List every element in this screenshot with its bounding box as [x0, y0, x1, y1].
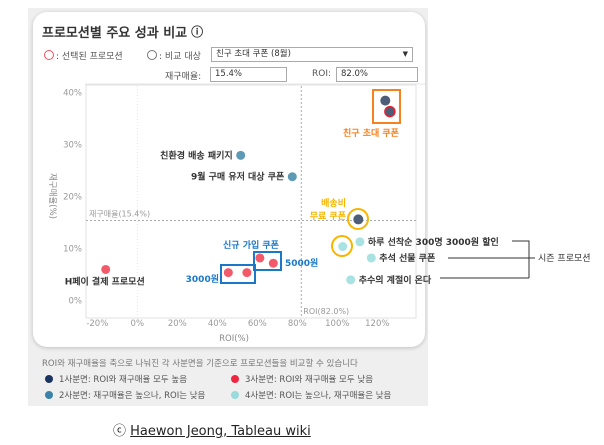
- q3-dot-icon: [231, 375, 239, 383]
- plot-frame: [85, 84, 417, 319]
- coupon-3000-label: 3000원: [186, 273, 219, 285]
- season-promo-label: 시즌 프로모션: [538, 253, 591, 264]
- y-tick-label: 40%: [63, 88, 82, 98]
- compare-legend-text: : 비교 대상: [159, 52, 201, 62]
- legend-q2: 2사분면: 재구매율은 높으나, ROI는 낮음: [45, 389, 205, 401]
- season-highlight-ring: [331, 235, 353, 257]
- data-point: [353, 214, 364, 225]
- data-point-label: 추석 선물 쿠폰: [379, 252, 435, 264]
- data-point: [355, 237, 365, 247]
- season-bracket: [440, 240, 535, 279]
- repurchase-input[interactable]: 15.4%: [210, 67, 287, 82]
- selected-legend-text: : 선택된 프로모션: [56, 52, 123, 62]
- data-point-label: 9월 구매 유저 대상 쿠폰: [191, 171, 284, 183]
- credit: ⓒ Haewon Jeong, Tableau wiki: [113, 420, 311, 439]
- q2-dot-icon: [45, 391, 53, 399]
- legend-q4: 4사분면: ROI는 높으나, 재구매율은 낮음: [231, 389, 391, 401]
- data-point: [287, 172, 297, 182]
- shipping-label-2: 무료 쿠폰: [310, 211, 346, 222]
- compare-legend: : 비교 대상: [147, 49, 201, 62]
- x-tick-label: 0%: [131, 319, 145, 329]
- q2-label: 2사분면: 재구매율은 높으나, ROI는 낮음: [59, 391, 206, 401]
- x-tick-label: 100%: [325, 319, 349, 329]
- data-point: [268, 258, 278, 268]
- shipping-highlight-ring: [347, 208, 369, 230]
- signup-coupon-label: 신규 가입 쿠폰: [223, 239, 279, 251]
- data-point: [346, 275, 356, 285]
- repurchase-label: 재구매율:: [165, 72, 202, 82]
- data-point: [338, 242, 348, 252]
- page-title: 프로모션별 주요 성과 비교 ⓘ: [42, 22, 204, 41]
- data-point: [242, 268, 252, 278]
- q3-label: 3사분면: ROI와 재구매율 모두 낮음: [245, 375, 374, 385]
- friend-coupon-label: 친구 초대 쿠폰: [343, 127, 399, 139]
- q4-label: 4사분면: ROI는 높으나, 재구매율은 낮음: [245, 391, 392, 401]
- roi-reference-label: ROI(82.0%): [303, 307, 349, 316]
- copyright-icon: ⓒ: [113, 424, 127, 439]
- data-point: [384, 105, 396, 118]
- coupon-5000-label: 5000원: [285, 257, 318, 269]
- q4-dot-icon: [231, 391, 239, 399]
- friend-coupon-box: [372, 89, 401, 124]
- x-tick-label: -20%: [86, 319, 108, 329]
- data-point: [366, 253, 376, 263]
- gray-ring-icon: [147, 50, 157, 60]
- data-point-label: H페이 결제 프로모션: [65, 275, 145, 287]
- repurchase-reference-label: 재구매율(15.4%): [89, 209, 150, 218]
- data-point: [223, 268, 233, 278]
- red-ring-icon: [44, 50, 54, 60]
- selected-legend: : 선택된 프로모션: [44, 49, 123, 62]
- q1-label: 1사분면: ROI와 재구매율 모두 높음: [59, 375, 188, 385]
- data-point-label: 하루 선착순 300명 3000원 할인: [368, 236, 499, 248]
- shipping-label-1: 배송비: [321, 197, 346, 209]
- y-tick-label: 20%: [63, 193, 82, 203]
- x-tick-label: 120%: [365, 319, 389, 329]
- x-tick-label: 80%: [288, 319, 307, 329]
- promotion-dropdown[interactable]: 친구 초대 쿠폰 (8월) ▼: [211, 47, 413, 62]
- dropdown-value: 친구 초대 쿠폰 (8월): [216, 49, 291, 59]
- y-axis-title: 재구매율(%): [47, 173, 57, 219]
- data-point-label: 추수의 계절이 온다: [359, 274, 432, 286]
- x-tick-label: 20%: [168, 319, 187, 329]
- data-point: [101, 264, 111, 274]
- y-tick-label: 30%: [63, 140, 82, 150]
- roi-label: ROI:: [312, 69, 332, 79]
- data-point: [236, 150, 246, 160]
- data-point: [255, 253, 265, 263]
- title-text: 프로모션별 주요 성과 비교: [42, 26, 188, 41]
- coupon-3000-box: [220, 264, 256, 284]
- y-tick-label: 0%: [69, 297, 83, 307]
- info-icon[interactable]: ⓘ: [191, 25, 204, 39]
- x-tick-label: 60%: [248, 319, 267, 329]
- credit-link[interactable]: Haewon Jeong, Tableau wiki: [130, 424, 311, 439]
- x-tick-label: 40%: [208, 319, 227, 329]
- legend-q1: 1사분면: ROI와 재구매율 모두 높음: [45, 373, 187, 385]
- x-axis-title: ROI(%): [219, 334, 249, 344]
- data-point: [380, 95, 391, 106]
- q1-dot-icon: [45, 375, 53, 383]
- coupon-5000-box: [253, 251, 282, 271]
- data-point-label: 친환경 배송 패키지: [160, 149, 233, 161]
- quadrant-note: ROI와 재구매율을 축으로 나눠진 각 사분면을 기준으로 프로모션들을 비교…: [42, 359, 358, 369]
- y-tick-label: 10%: [63, 245, 82, 255]
- roi-input[interactable]: 82.0%: [336, 67, 418, 82]
- dropdown-arrow-icon: ▼: [402, 50, 408, 58]
- legend-q3: 3사분면: ROI와 재구매율 모두 낮음: [231, 373, 373, 385]
